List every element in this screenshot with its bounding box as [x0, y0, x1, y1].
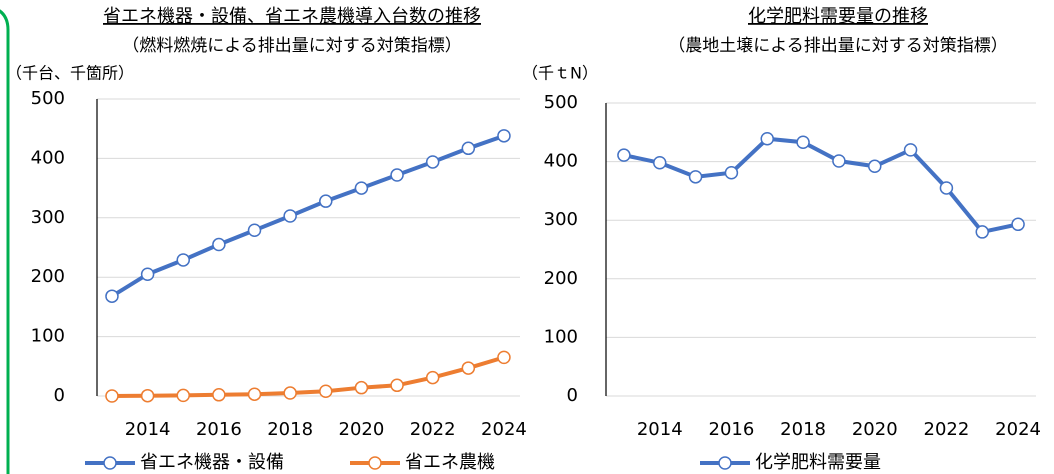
- y-tick-label: 100: [31, 326, 65, 347]
- data-point: [283, 209, 297, 223]
- x-tick-label: 2018: [780, 419, 826, 440]
- data-point: [497, 350, 511, 365]
- y-tick-label: 400: [544, 151, 578, 172]
- y-tick-label: 100: [544, 326, 578, 347]
- data-point: [939, 181, 954, 195]
- x-tick-label: 2024: [481, 419, 527, 440]
- y-tick-label: 0: [567, 385, 578, 406]
- data-point: [760, 131, 774, 146]
- data-point: [176, 253, 190, 267]
- x-tick-label: 2016: [709, 419, 755, 440]
- data-point: [903, 143, 918, 157]
- data-point: [688, 170, 703, 184]
- data-point: [975, 225, 989, 239]
- data-point: [105, 389, 119, 403]
- data-point: [140, 388, 155, 403]
- y-tick-label: 300: [31, 207, 65, 228]
- legend-marker: [103, 456, 117, 470]
- y-tick-label: 500: [544, 92, 578, 113]
- data-point: [653, 156, 667, 170]
- chart-title: 省エネ機器・設備、省エネ農機導入台数の推移: [103, 6, 481, 27]
- frame-accent: [0, 9, 10, 474]
- data-point: [247, 387, 262, 401]
- data-point: [354, 181, 369, 195]
- chart-subtitle: （農地土壌による排出量に対する対策指標）: [668, 36, 1008, 56]
- chart-title: 化学肥料需要量の推移: [748, 6, 928, 27]
- data-point: [390, 378, 404, 393]
- series-line: [111, 355, 505, 398]
- data-point: [724, 165, 739, 180]
- series-line: [623, 136, 1019, 235]
- x-tick-label: 2016: [196, 419, 242, 440]
- y-tick-label: 200: [31, 266, 65, 287]
- legend-label: 省エネ機器・設備: [140, 452, 284, 473]
- x-tick-label: 2022: [410, 419, 456, 440]
- data-point: [176, 388, 190, 403]
- data-point: [461, 361, 476, 375]
- y-axis-label: （千ｔN）: [522, 64, 598, 83]
- data-point: [617, 148, 631, 162]
- data-point: [461, 141, 476, 156]
- y-tick-label: 400: [31, 147, 65, 168]
- x-tick-label: 2022: [924, 419, 970, 440]
- data-point: [212, 388, 226, 402]
- x-tick-label: 2020: [339, 419, 385, 440]
- data-point: [105, 289, 119, 303]
- data-point: [319, 384, 333, 398]
- legend-label: 化学肥料需要量: [755, 452, 881, 473]
- y-axis-label: （千台、千箇所）: [6, 64, 134, 83]
- data-point: [247, 223, 262, 238]
- y-tick-label: 300: [544, 209, 578, 230]
- data-point: [796, 135, 810, 150]
- series-line: [110, 133, 505, 298]
- data-point: [868, 159, 882, 174]
- data-point: [497, 129, 511, 143]
- data-point: [832, 154, 846, 168]
- y-tick-label: 500: [31, 88, 65, 109]
- x-tick-label: 2014: [637, 419, 683, 440]
- data-point: [425, 370, 440, 385]
- data-point: [283, 386, 297, 400]
- data-point: [319, 194, 333, 208]
- legend-marker: [368, 456, 382, 470]
- x-tick-label: 2020: [852, 419, 898, 440]
- x-tick-label: 2018: [267, 419, 313, 440]
- legend-label: 省エネ農機: [405, 452, 495, 473]
- data-point: [1011, 217, 1025, 232]
- data-point: [425, 155, 440, 169]
- chart-subtitle: （燃料燃焼による排出量に対する対策指標）: [122, 36, 462, 56]
- data-point: [390, 168, 404, 182]
- y-tick-label: 0: [54, 385, 65, 406]
- data-point: [140, 267, 155, 281]
- data-point: [212, 237, 226, 252]
- legend-marker: [718, 456, 732, 470]
- x-tick-label: 2014: [125, 419, 171, 440]
- data-point: [354, 380, 369, 395]
- y-tick-label: 200: [544, 268, 578, 289]
- x-tick-label: 2024: [995, 419, 1041, 440]
